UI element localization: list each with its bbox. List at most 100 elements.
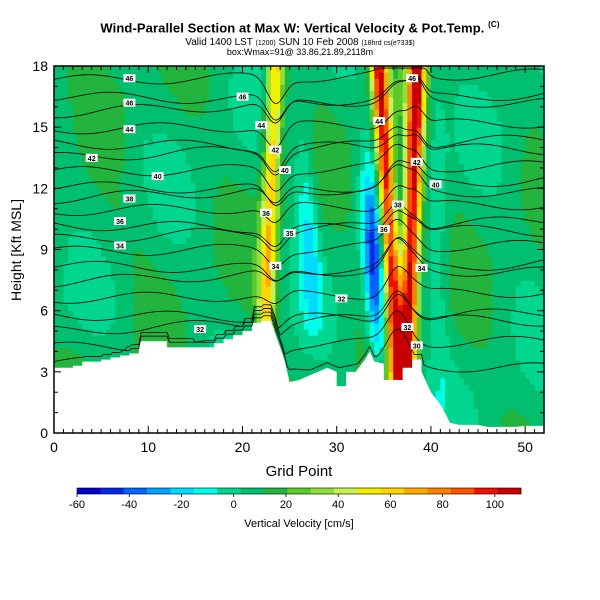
field-cell [360, 273, 366, 281]
field-cell [138, 261, 145, 269]
field-cell [350, 243, 357, 251]
field-cell [275, 316, 281, 324]
field-cell [82, 114, 88, 122]
field-cell [91, 121, 97, 128]
field-cell [58, 249, 65, 257]
field-cell [134, 347, 140, 355]
field-cell [426, 157, 432, 165]
field-cell [148, 84, 154, 92]
field-cell [397, 365, 404, 373]
field-cell [54, 102, 60, 110]
field-cell [77, 329, 83, 336]
field-cell [143, 176, 149, 183]
field-cell [402, 169, 408, 177]
field-cell [284, 200, 291, 208]
field-cell [124, 249, 130, 257]
field-cell [393, 194, 399, 202]
field-cell [284, 329, 291, 336]
field-cell [303, 347, 310, 355]
field-cell [82, 133, 88, 140]
field-cell [355, 298, 361, 306]
field-cell [426, 90, 432, 98]
field-cell [209, 114, 215, 122]
field-cell [270, 206, 277, 214]
field-cell [327, 298, 333, 306]
field-cell [72, 304, 79, 312]
field-cell [233, 255, 239, 263]
field-cell [167, 206, 173, 214]
field-cell [204, 182, 211, 189]
field-cell [336, 206, 342, 214]
field-cell [223, 169, 229, 177]
field-cell [393, 322, 399, 330]
field-cell [223, 108, 229, 116]
field-cell [435, 169, 441, 177]
field-cell [152, 78, 159, 85]
field-cell [379, 163, 385, 171]
field-cell [181, 200, 187, 208]
field-cell [317, 249, 324, 257]
field-cell [407, 108, 413, 116]
field-cell [115, 84, 121, 92]
field-cell [195, 78, 201, 85]
field-cell [176, 102, 182, 110]
field-cell [383, 72, 390, 79]
field-cell [412, 139, 418, 147]
field-cell [284, 139, 291, 147]
field-cell [430, 280, 437, 287]
field-cell [200, 169, 206, 177]
field-cell [101, 163, 107, 171]
field-cell [379, 78, 385, 85]
field-cell [96, 163, 102, 171]
field-cell [152, 145, 159, 153]
field-cell [275, 66, 281, 73]
field-cell [289, 151, 295, 159]
field-cell [317, 72, 324, 79]
field-cell [237, 218, 244, 226]
field-cell [369, 286, 375, 293]
field-cell [383, 329, 390, 336]
field-cell [115, 237, 121, 244]
field-cell [317, 292, 324, 300]
field-cell [294, 157, 300, 165]
field-cell [294, 286, 300, 293]
field-cell [251, 243, 258, 251]
field-cell [430, 341, 437, 348]
field-cell [233, 273, 239, 281]
field-cell [270, 292, 277, 300]
field-cell [360, 249, 366, 257]
field-cell [341, 353, 347, 361]
field-cell [388, 139, 394, 147]
field-cell [54, 145, 60, 153]
field-cell [195, 96, 201, 104]
field-cell [317, 218, 324, 226]
field-cell [176, 163, 182, 171]
field-cell [63, 200, 69, 208]
field-cell [379, 316, 385, 324]
field-cell [91, 200, 97, 208]
field-cell [152, 225, 159, 232]
field-cell [185, 292, 192, 300]
field-cell [336, 108, 342, 116]
field-cell [440, 182, 446, 189]
field-cell [115, 90, 121, 98]
field-cell [275, 139, 281, 147]
field-cell [101, 280, 107, 287]
field-cell [379, 322, 385, 330]
field-cell [82, 145, 88, 153]
field-cell [171, 133, 178, 140]
field-cell [157, 237, 163, 244]
field-cell [72, 237, 79, 244]
field-cell [374, 78, 380, 85]
field-cell [364, 267, 371, 275]
field-cell [355, 280, 361, 287]
field-cell [54, 163, 60, 171]
field-cell [435, 102, 441, 110]
field-cell [209, 151, 215, 159]
field-cell [299, 108, 305, 116]
field-cell [157, 273, 163, 281]
field-cell [218, 329, 225, 336]
field-cell [416, 114, 423, 122]
field-cell [341, 200, 347, 208]
field-cell [303, 267, 310, 275]
